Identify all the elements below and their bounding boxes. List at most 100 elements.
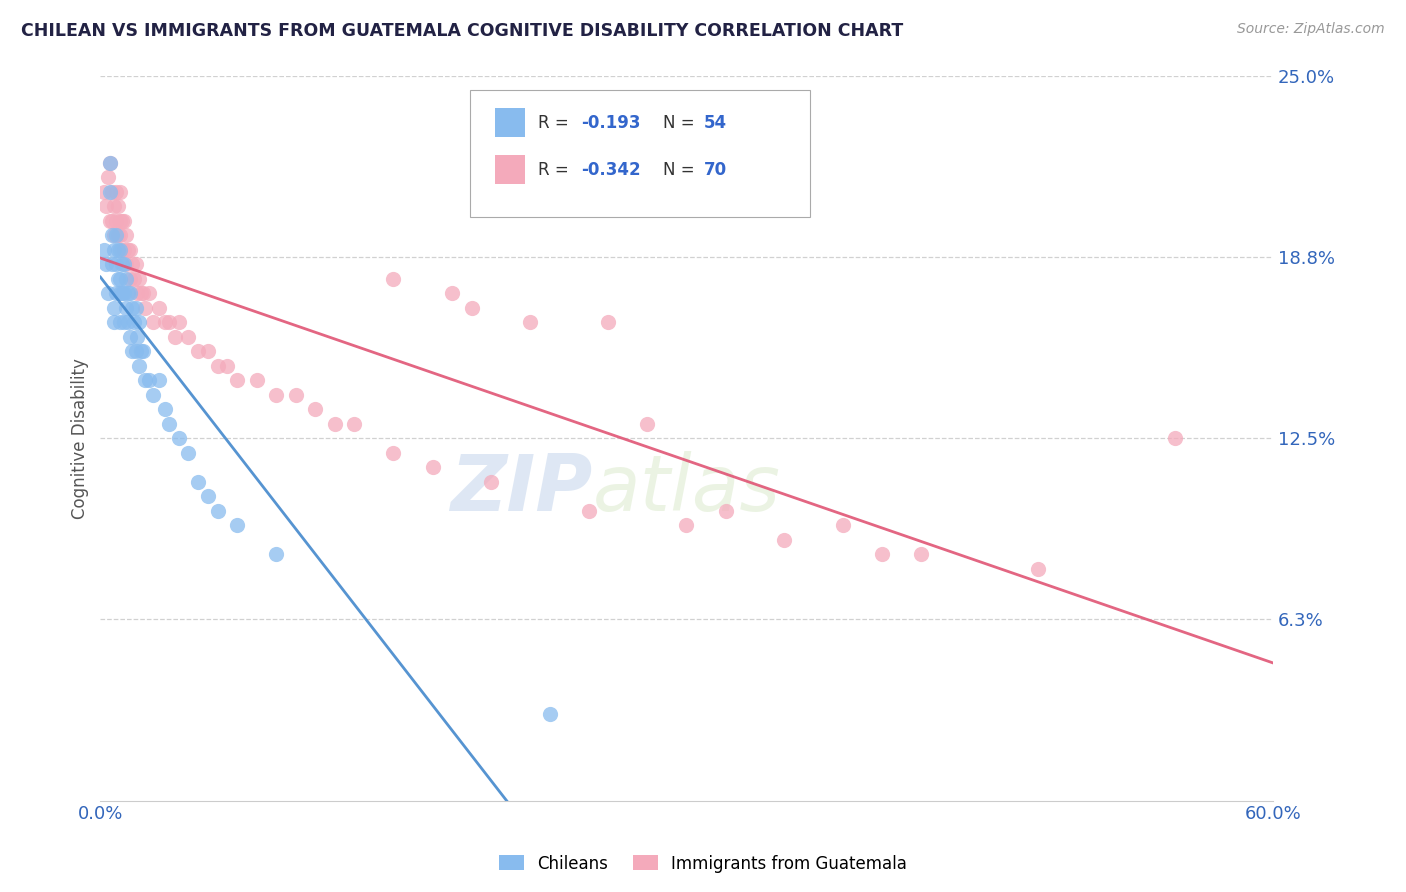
Point [138,373,160,387]
Point [157,417,180,431]
Point [103,301,125,315]
Point [773,533,796,547]
Point [167,315,190,329]
Point [131,286,153,301]
Point [124,301,146,315]
Point [108,315,131,329]
Point [217,359,239,373]
Point [1026,561,1049,575]
Point [104,257,127,271]
Point [98,213,121,227]
Point [831,518,853,533]
Text: -0.342: -0.342 [581,161,641,178]
Point [157,315,180,329]
Point [264,547,287,561]
Point [479,475,502,489]
Point [128,359,150,373]
Point [422,460,444,475]
Point [107,271,129,285]
Bar [495,108,524,137]
Point [111,243,134,257]
Point [108,213,131,227]
Point [226,518,249,533]
Point [148,301,170,315]
Point [97,286,120,301]
Text: Source: ZipAtlas.com: Source: ZipAtlas.com [1237,22,1385,37]
Point [101,227,124,242]
Point [1164,431,1187,445]
Point [108,227,131,242]
Point [122,271,145,285]
Point [118,286,141,301]
Point [264,387,287,401]
Point [284,387,307,401]
Point [101,185,124,199]
Point [197,344,219,359]
Point [107,199,129,213]
Legend: Chileans, Immigrants from Guatemala: Chileans, Immigrants from Guatemala [492,848,914,880]
Point [910,547,932,561]
Point [134,373,156,387]
Point [111,286,134,301]
Point [117,315,139,329]
Y-axis label: Cognitive Disability: Cognitive Disability [72,358,89,518]
Text: -0.193: -0.193 [581,113,641,132]
Point [114,257,136,271]
Point [127,329,149,343]
Text: 54: 54 [704,113,727,132]
Point [167,431,190,445]
Point [207,503,229,517]
Point [103,199,125,213]
Point [96,257,118,271]
Point [101,213,124,227]
Point [111,257,134,271]
Point [112,286,135,301]
Point [128,315,150,329]
Point [177,329,200,343]
Point [304,402,326,417]
Text: R =: R = [537,161,574,178]
Text: N =: N = [664,161,700,178]
Point [163,329,186,343]
Point [112,213,135,227]
Point [441,286,464,301]
Point [114,301,136,315]
Point [134,301,156,315]
Point [148,373,170,387]
Point [323,417,346,431]
Point [121,344,143,359]
Point [128,271,150,285]
Point [103,315,125,329]
Point [142,387,165,401]
Point [98,185,121,199]
Point [96,199,118,213]
Point [132,286,155,301]
Point [714,503,737,517]
Point [132,344,155,359]
Point [870,547,893,561]
Point [108,271,131,285]
Point [382,445,405,459]
Point [226,373,249,387]
Point [246,373,269,387]
Point [124,344,146,359]
Point [142,315,165,329]
Point [177,445,200,459]
Text: R =: R = [537,113,574,132]
Point [114,271,136,285]
Point [187,475,209,489]
Point [124,257,146,271]
Text: CHILEAN VS IMMIGRANTS FROM GUATEMALA COGNITIVE DISABILITY CORRELATION CHART: CHILEAN VS IMMIGRANTS FROM GUATEMALA COG… [21,22,903,40]
Point [104,185,127,199]
Point [93,243,115,257]
Point [598,315,620,329]
Point [108,243,131,257]
Point [103,243,125,257]
Point [578,503,600,517]
Point [107,243,129,257]
Point [131,344,153,359]
Point [675,518,697,533]
Point [118,329,141,343]
Point [108,286,131,301]
Text: 70: 70 [704,161,727,178]
